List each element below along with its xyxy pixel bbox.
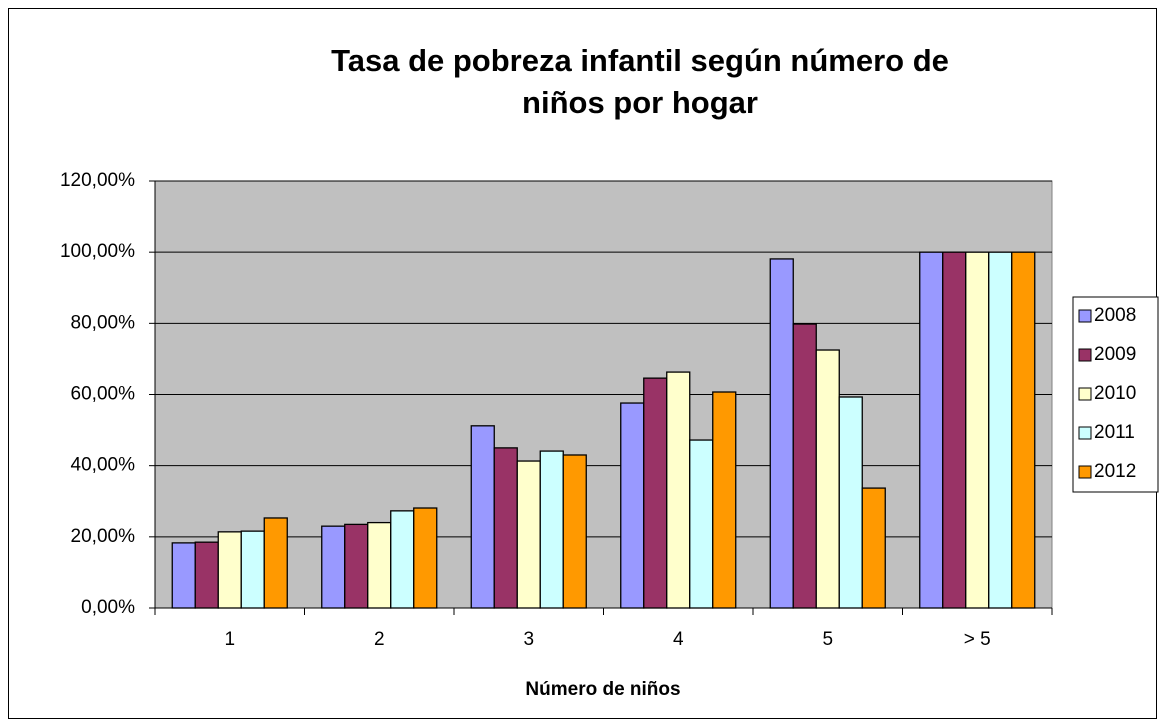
- bar: [217, 531, 242, 609]
- bar: [965, 251, 990, 609]
- bar: [516, 460, 541, 609]
- bar: [838, 396, 863, 609]
- bar: [1011, 251, 1036, 609]
- x-tick-label: > 5: [964, 629, 991, 650]
- chart-title: Tasa de pobreza infantil según número de…: [331, 43, 949, 120]
- legend-label: 2010: [1094, 383, 1136, 404]
- legend-swatch: [1078, 426, 1092, 440]
- bar: [470, 425, 495, 609]
- bar: [413, 507, 438, 609]
- bar: [666, 371, 691, 609]
- x-tick-label: 2: [374, 629, 385, 650]
- bar: [263, 517, 288, 609]
- x-tick-label: 5: [822, 629, 833, 650]
- x-tick-label: 3: [523, 629, 534, 650]
- bar: [861, 487, 886, 609]
- bar: [712, 391, 737, 609]
- bar: [194, 541, 219, 609]
- x-tick-label: 4: [673, 629, 684, 650]
- bar: [321, 525, 346, 609]
- y-tick-label: 40,00%: [71, 455, 136, 476]
- y-tick-label: 80,00%: [71, 312, 136, 333]
- bar: [539, 450, 564, 609]
- legend-label: 2012: [1094, 461, 1136, 482]
- bar: [620, 402, 645, 609]
- legend-label: 2011: [1094, 422, 1135, 443]
- bar: [792, 323, 817, 609]
- legend-swatch: [1078, 465, 1092, 479]
- y-tick-label: 20,00%: [71, 526, 136, 547]
- bar: [988, 251, 1013, 609]
- bar: [240, 530, 265, 609]
- bar: [390, 510, 415, 609]
- bar: [344, 523, 369, 609]
- y-tick-label: 120,00%: [60, 170, 135, 191]
- bar: [562, 454, 587, 609]
- y-tick-label: 60,00%: [71, 384, 136, 405]
- bar: [689, 439, 714, 609]
- bar: [769, 258, 794, 609]
- bar: [643, 377, 668, 609]
- y-tick-label: 0,00%: [81, 597, 135, 618]
- bar: [171, 542, 196, 609]
- bar: [493, 447, 518, 609]
- legend-swatch: [1078, 309, 1092, 323]
- legend-label: 2009: [1094, 344, 1136, 365]
- x-tick-label: 1: [224, 629, 235, 650]
- x-axis-title: Número de niños: [525, 679, 680, 700]
- legend-swatch: [1078, 387, 1092, 401]
- legend-label: 2008: [1094, 305, 1136, 326]
- bar: [919, 251, 944, 609]
- bar: [367, 521, 392, 609]
- y-tick-label: 100,00%: [60, 241, 135, 262]
- legend-swatch: [1078, 348, 1092, 362]
- bar: [942, 251, 967, 609]
- bar: [815, 349, 840, 609]
- legend-box: [1072, 296, 1159, 493]
